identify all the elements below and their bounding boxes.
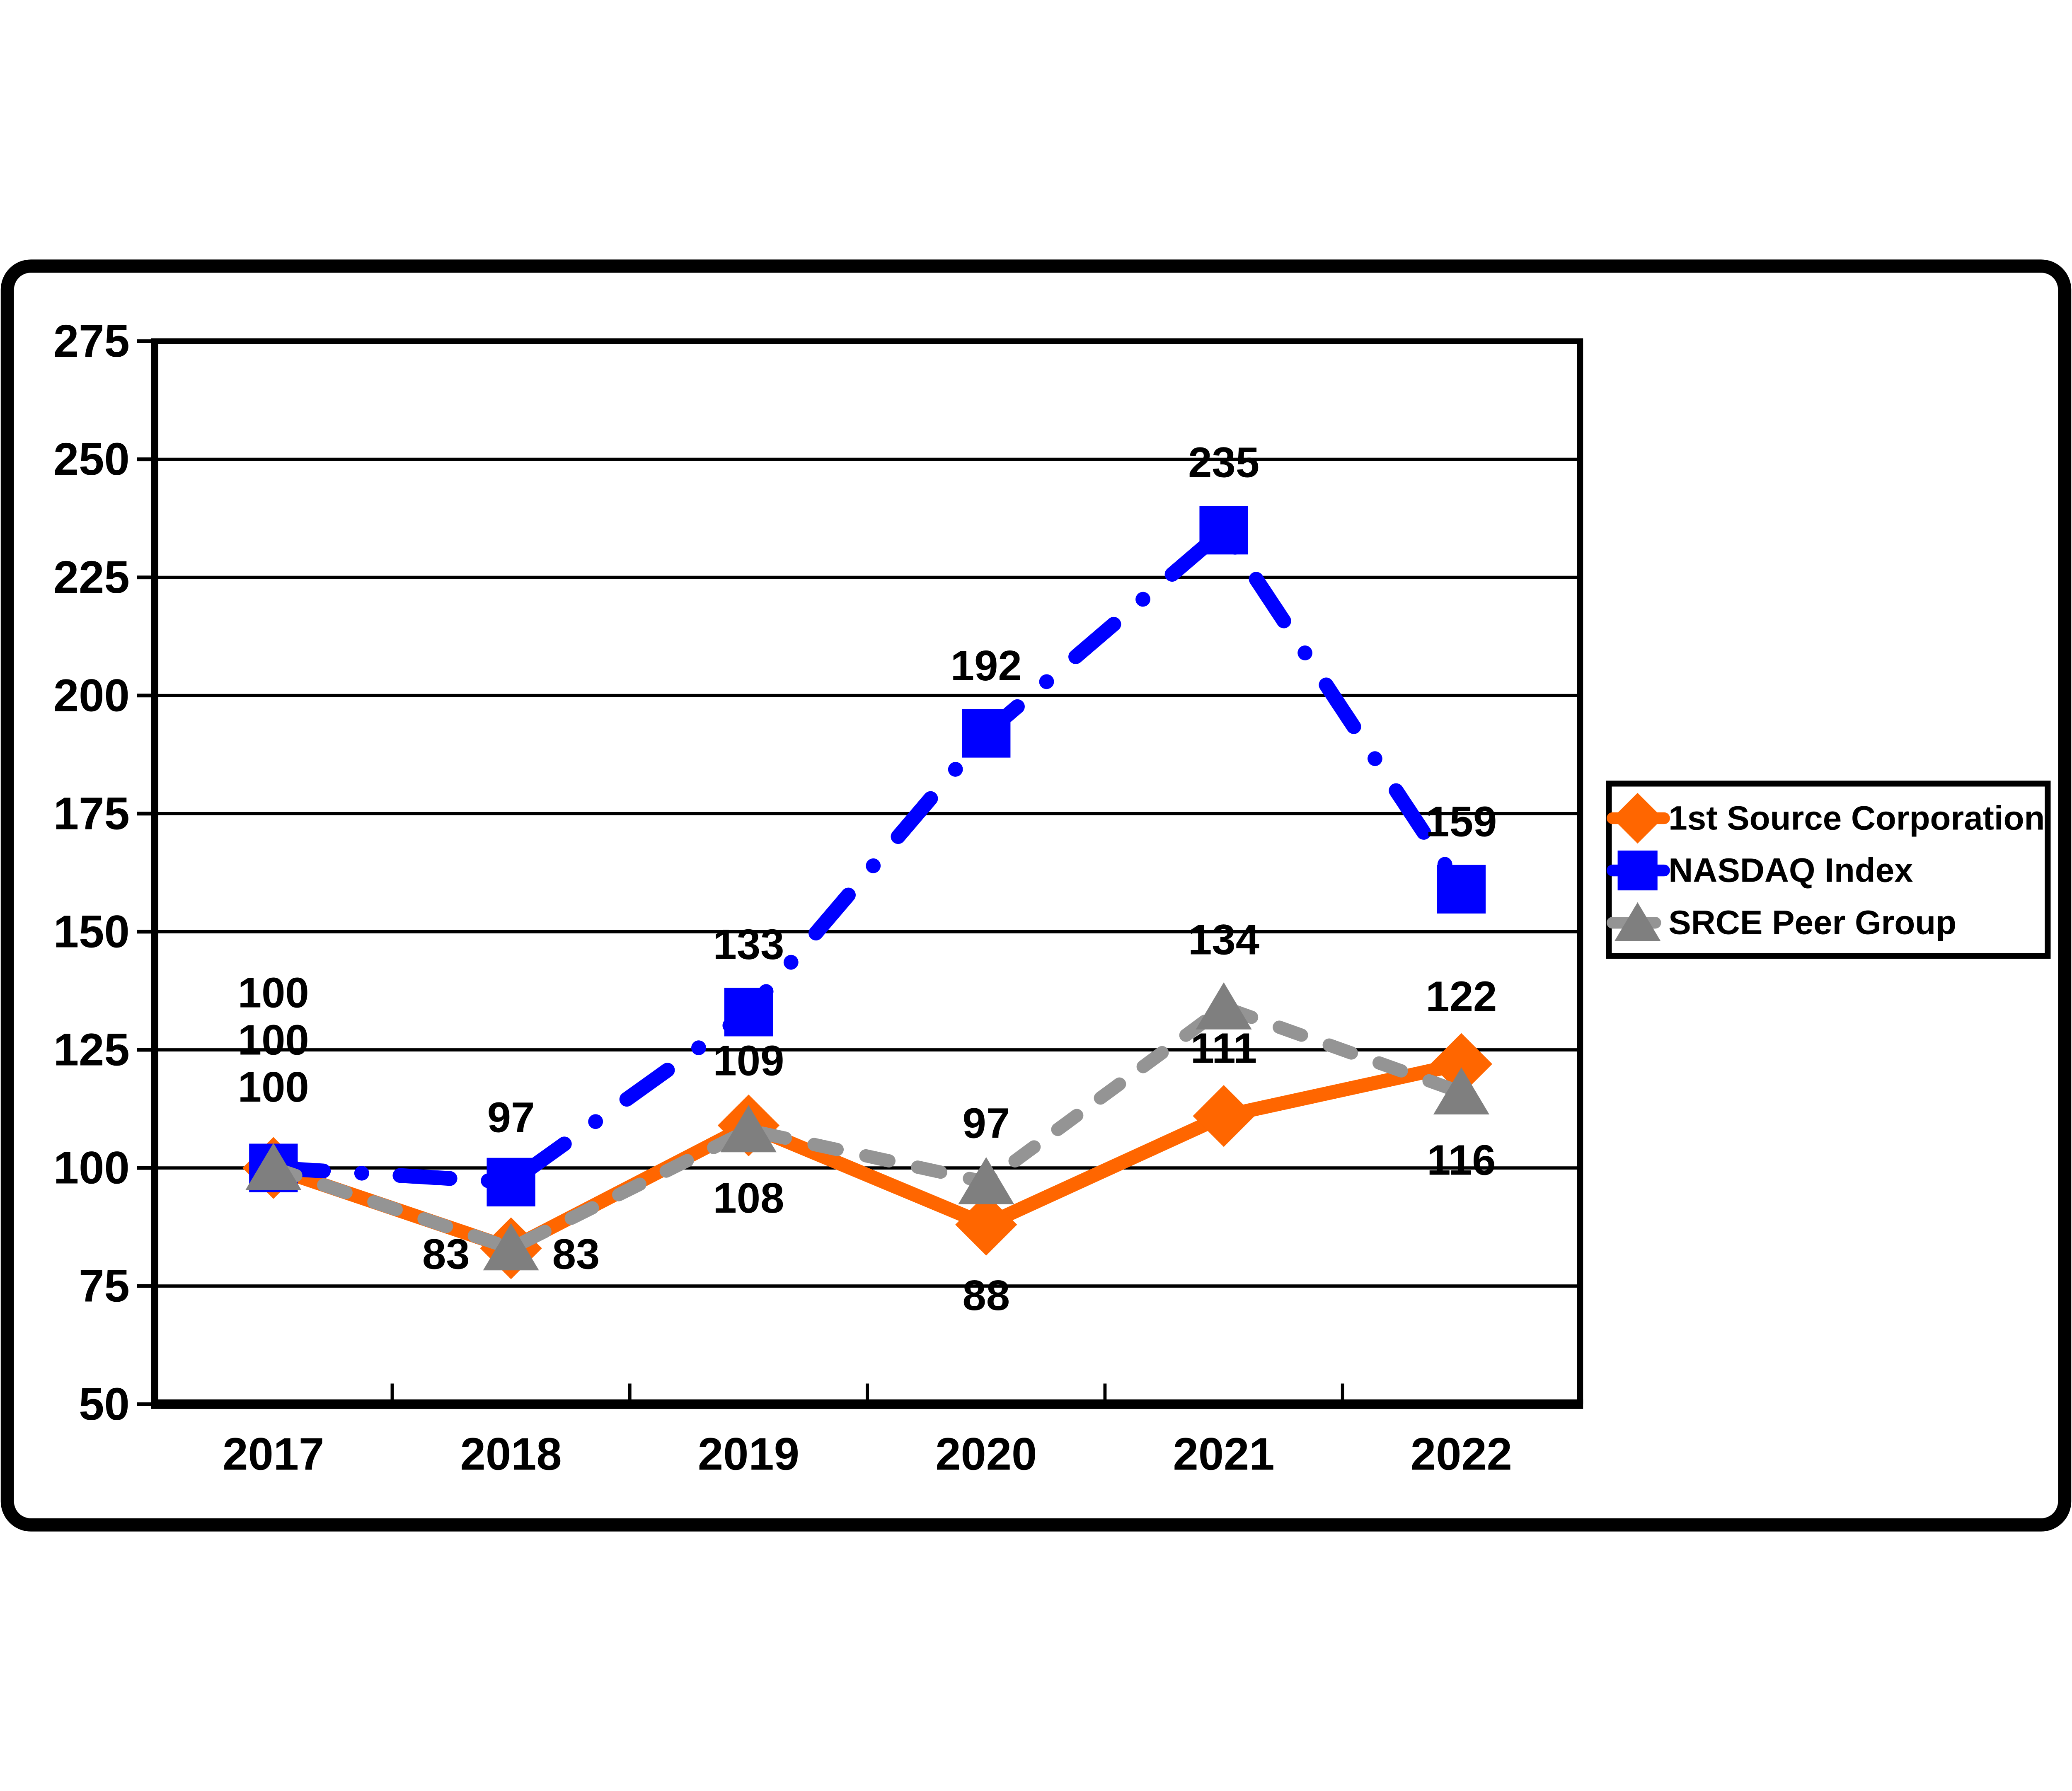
data-label: 83 <box>422 1230 470 1278</box>
series-line-srce-peer-group <box>266 1001 1468 1255</box>
legend-box <box>1606 781 2051 959</box>
data-label: 100 <box>238 1016 309 1063</box>
data-label: 83 <box>552 1230 600 1278</box>
x-axis-label: 2020 <box>935 1429 1037 1480</box>
legend-markers <box>1607 793 1670 941</box>
legend-label-srce-peer-group: SRCE Peer Group <box>1668 904 1956 942</box>
data-label: 122 <box>1426 972 1497 1020</box>
marker-square-icon <box>962 709 1011 758</box>
data-label: 133 <box>713 921 784 968</box>
plot-borders <box>151 338 1583 1409</box>
data-label: 159 <box>1426 798 1497 845</box>
legend-label-1st-source-corporation: 1st Source Corporation <box>1668 799 2045 837</box>
y-axis-labels: 50 75 100 125 150 175 200 225 250 275 <box>53 316 130 1430</box>
legend-label-nasdaq-index: NASDAQ Index <box>1668 852 1913 889</box>
marker-triangle-icon <box>1615 902 1661 941</box>
x-axis-label: 2022 <box>1411 1429 1512 1480</box>
y-axis-label: 250 <box>53 434 130 485</box>
data-label: 116 <box>1427 1136 1496 1184</box>
y-axis-label: 275 <box>53 316 130 367</box>
data-label: 235 <box>1188 439 1259 486</box>
y-axis-label: 125 <box>53 1025 130 1076</box>
marker-diamond-icon <box>1193 1085 1255 1147</box>
data-label: 100 <box>238 969 309 1017</box>
marker-diamond-icon <box>1430 1033 1493 1095</box>
series <box>242 506 1493 1279</box>
data-label: 100 <box>238 1063 309 1111</box>
data-label: 111 <box>1191 1025 1257 1072</box>
marker-triangle-icon <box>1196 982 1252 1030</box>
data-label: 108 <box>713 1174 784 1222</box>
y-axis-label: 75 <box>79 1261 130 1312</box>
marker-square-icon <box>1617 851 1658 891</box>
marker-square-icon <box>487 1158 535 1206</box>
data-label: 192 <box>951 642 1022 689</box>
x-axis-label: 2017 <box>223 1429 324 1480</box>
x-axis-label: 2018 <box>460 1429 562 1480</box>
y-axis-label: 150 <box>53 906 130 957</box>
legend: 1st Source Corporation NASDAQ Index SRCE… <box>1606 781 2051 959</box>
marker-diamond-icon <box>955 1194 1017 1256</box>
marker-triangle-icon <box>720 1105 777 1153</box>
data-label: 134 <box>1188 916 1259 963</box>
x-axis-label: 2021 <box>1173 1429 1275 1480</box>
y-axis-label: 100 <box>53 1143 130 1194</box>
marker-diamond-icon <box>1612 793 1663 844</box>
marker-triangle-icon <box>1433 1067 1489 1114</box>
y-axis-label: 175 <box>53 788 130 839</box>
marker-square-icon <box>1437 865 1486 914</box>
data-label: 97 <box>487 1093 535 1141</box>
marker-triangle-icon <box>245 1143 302 1190</box>
series-line-nasdaq-index <box>266 522 1469 1190</box>
marker-triangle-icon <box>958 1157 1014 1204</box>
x-axis-label: 2019 <box>698 1429 799 1480</box>
data-labels: 100 83 109 88 111 122 100 97 133 192 235 159 100 83 10… <box>238 439 1497 1319</box>
x-axis-labels: 2017 2018 2019 2020 2021 2022 <box>223 1429 1512 1480</box>
data-label: 109 <box>713 1037 784 1085</box>
y-axis-label: 200 <box>53 670 130 721</box>
data-label: 88 <box>962 1271 1010 1319</box>
figure-border <box>0 259 2072 1532</box>
data-label: 97 <box>962 1100 1010 1147</box>
marker-triangle-icon <box>483 1223 539 1271</box>
marker-square-icon <box>1199 506 1248 555</box>
y-axis-label: 50 <box>79 1379 130 1430</box>
y-axis-label: 225 <box>53 552 130 603</box>
marker-square-icon <box>724 988 773 1037</box>
